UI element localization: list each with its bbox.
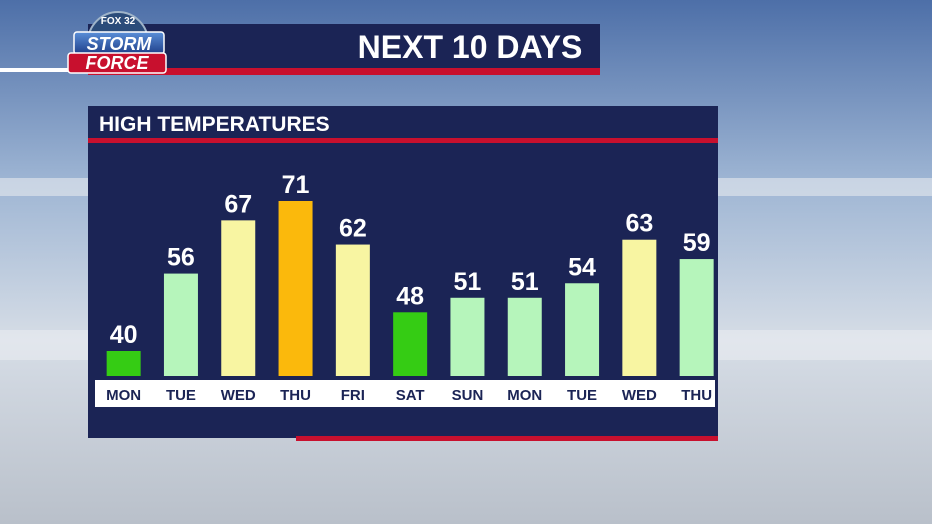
data-label: 56	[167, 244, 195, 272]
data-label: 40	[110, 321, 138, 349]
data-label: 63	[625, 210, 653, 238]
bar	[106, 351, 141, 376]
bar	[450, 297, 485, 376]
x-tick-label: MON	[106, 387, 141, 404]
bar	[335, 244, 370, 376]
bar	[278, 201, 313, 376]
bar	[221, 220, 256, 376]
x-tick-label: WED	[622, 387, 657, 404]
data-label: 51	[511, 268, 539, 296]
bar	[507, 297, 542, 376]
title-banner	[88, 24, 600, 69]
x-tick-label: SAT	[396, 387, 425, 404]
logo: FOX 32 STORM FORCE	[67, 11, 167, 74]
chart-title: NEXT 10 DAYS	[358, 29, 583, 65]
logo-line2: FORCE	[86, 53, 150, 73]
bar	[679, 259, 714, 376]
data-label: 71	[282, 171, 310, 199]
bar	[163, 273, 198, 376]
chart-subtitle: HIGH TEMPERATURES	[99, 113, 330, 136]
data-label: 51	[454, 268, 482, 296]
bar	[565, 283, 600, 376]
data-label: 59	[683, 229, 711, 257]
banner-line	[0, 68, 92, 72]
data-label: 48	[396, 282, 424, 310]
bar	[393, 312, 428, 376]
x-tick-label: THU	[280, 387, 311, 404]
data-label: 67	[224, 190, 252, 218]
x-tick-label: MON	[507, 387, 542, 404]
x-tick-label: WED	[221, 387, 256, 404]
x-tick-label: FRI	[341, 387, 365, 404]
data-label: 62	[339, 215, 367, 243]
plot: MON 40 TUE 56 WED 67 THU 71 FRI 62 SAT 48 SUN 51 MON 51…	[106, 171, 714, 404]
bar	[622, 239, 657, 376]
x-tick-label: TUE	[567, 387, 597, 404]
title-stripe	[88, 68, 600, 75]
subtitle-stripe	[88, 138, 718, 143]
bottom-stripe	[296, 436, 718, 441]
data-label: 54	[568, 253, 596, 281]
x-tick-label: TUE	[166, 387, 196, 404]
x-tick-label: SUN	[452, 387, 484, 404]
logo-line1: STORM	[87, 34, 153, 54]
category-strip	[95, 380, 715, 407]
x-tick-label: THU	[681, 387, 712, 404]
logo-force	[67, 52, 167, 74]
logo-station: FOX 32	[101, 16, 136, 27]
